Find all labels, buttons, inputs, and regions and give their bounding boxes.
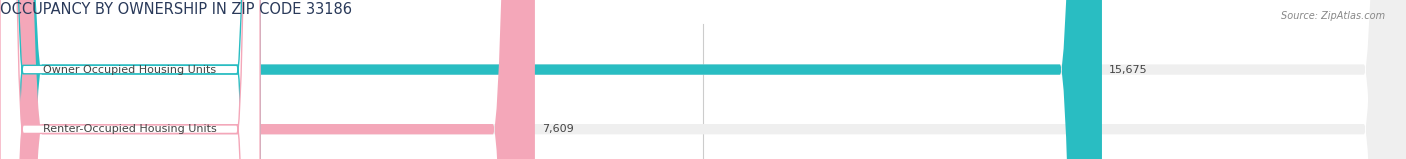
Text: Source: ZipAtlas.com: Source: ZipAtlas.com — [1281, 11, 1385, 21]
Text: Renter-Occupied Housing Units: Renter-Occupied Housing Units — [44, 124, 217, 134]
FancyBboxPatch shape — [0, 0, 534, 159]
Text: 7,609: 7,609 — [541, 124, 574, 134]
FancyBboxPatch shape — [0, 0, 1102, 159]
FancyBboxPatch shape — [0, 0, 260, 159]
Text: Owner Occupied Housing Units: Owner Occupied Housing Units — [44, 65, 217, 75]
Text: 15,675: 15,675 — [1109, 65, 1147, 75]
FancyBboxPatch shape — [0, 0, 260, 159]
Text: OCCUPANCY BY OWNERSHIP IN ZIP CODE 33186: OCCUPANCY BY OWNERSHIP IN ZIP CODE 33186 — [0, 2, 352, 17]
